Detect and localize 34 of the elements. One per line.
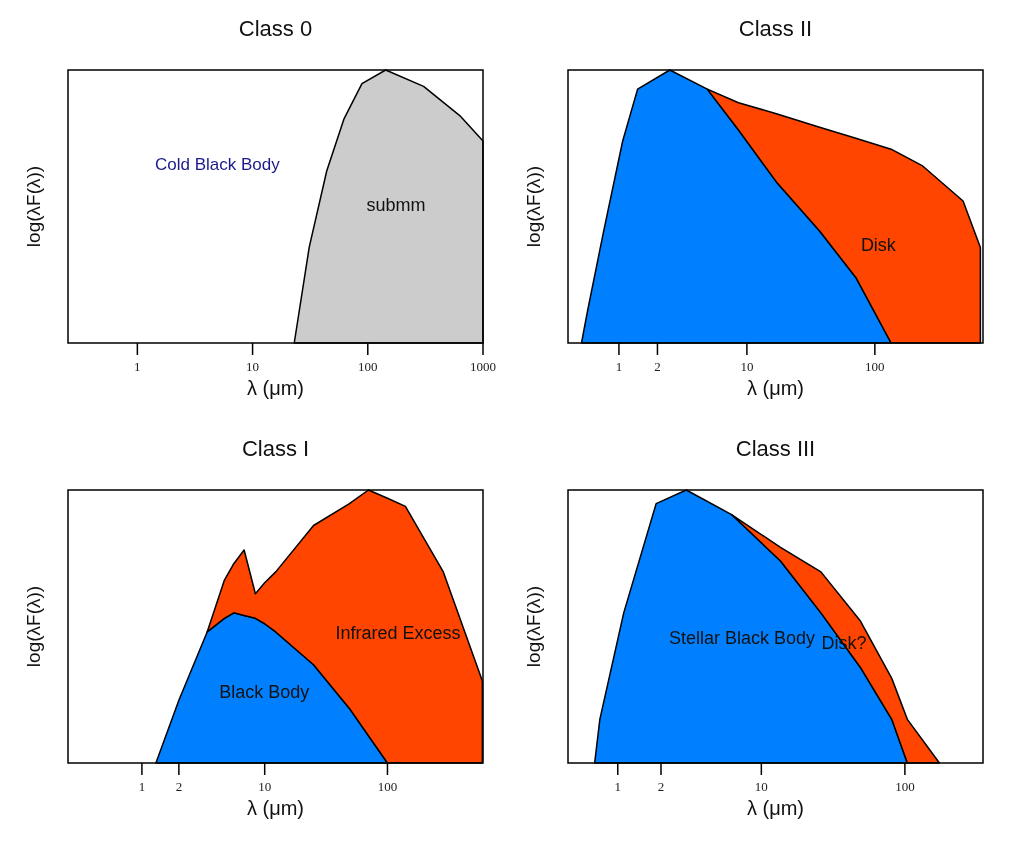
y-axis-title: log(λF(λ)) bbox=[23, 585, 44, 668]
y-axis-title: log(λF(λ)) bbox=[523, 585, 544, 668]
x-tick-label: 100 bbox=[895, 779, 915, 794]
y-axis-title: log(λF(λ)) bbox=[523, 165, 544, 248]
series-label: submm bbox=[366, 195, 426, 216]
x-tick-label: 2 bbox=[657, 779, 665, 794]
x-tick-label: 1000 bbox=[470, 359, 496, 374]
annotation: Cold Black Body bbox=[155, 155, 281, 175]
series-label: Infrared Excess bbox=[335, 623, 461, 644]
x-tick-label: 10 bbox=[258, 779, 272, 794]
x-tick-label: 10 bbox=[246, 359, 260, 374]
series-label: Stellar Black Body bbox=[669, 627, 816, 648]
x-tick-label: 2 bbox=[175, 779, 183, 794]
x-axis-title: λ (μm) bbox=[246, 797, 305, 819]
x-tick-label: 100 bbox=[358, 359, 378, 374]
y-axis-title: log(λF(λ)) bbox=[23, 165, 44, 248]
x-axis-title: λ (μm) bbox=[246, 377, 305, 399]
x-tick-label: 1 bbox=[615, 359, 623, 374]
x-tick-label: 100 bbox=[865, 359, 885, 374]
x-tick-label: 1 bbox=[614, 779, 622, 794]
x-axis-title: λ (μm) bbox=[746, 797, 805, 819]
chart-title: Class 0 bbox=[238, 16, 313, 41]
x-tick-label: 1 bbox=[134, 359, 141, 374]
chart-title: Class III bbox=[735, 436, 816, 461]
x-tick-label: 1 bbox=[138, 779, 146, 794]
x-tick-label: 2 bbox=[654, 359, 661, 374]
x-tick-label: 10 bbox=[754, 779, 768, 794]
x-axis-title: λ (μm) bbox=[746, 377, 805, 399]
x-tick-label: 100 bbox=[377, 779, 398, 794]
chart-title: Class II bbox=[738, 16, 813, 41]
series-label: Disk bbox=[860, 234, 897, 255]
x-tick-label: 10 bbox=[740, 359, 754, 374]
series-label: Black Body bbox=[219, 682, 310, 703]
chart-title: Class I bbox=[241, 436, 310, 461]
